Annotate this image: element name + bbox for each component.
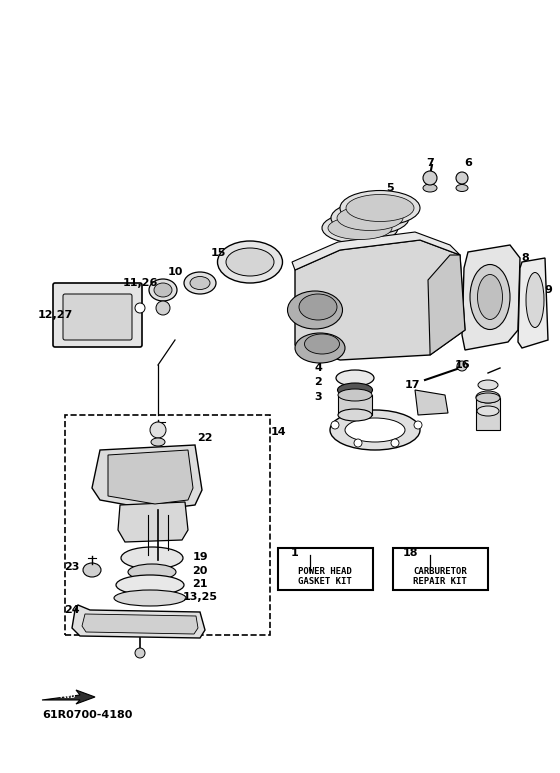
Ellipse shape	[330, 410, 420, 450]
Ellipse shape	[338, 409, 372, 421]
Circle shape	[331, 421, 339, 429]
Ellipse shape	[116, 575, 184, 595]
Polygon shape	[72, 605, 205, 638]
Ellipse shape	[423, 184, 437, 192]
Ellipse shape	[340, 190, 420, 226]
Polygon shape	[415, 390, 448, 415]
Circle shape	[423, 171, 437, 185]
Circle shape	[150, 422, 166, 438]
Text: 24: 24	[64, 605, 80, 615]
Text: 15: 15	[211, 248, 226, 258]
Text: 6: 6	[464, 158, 472, 168]
Ellipse shape	[149, 279, 177, 301]
Text: 3: 3	[314, 392, 322, 402]
Polygon shape	[462, 245, 520, 350]
Ellipse shape	[331, 202, 409, 234]
Polygon shape	[295, 240, 465, 360]
Polygon shape	[518, 258, 548, 348]
Ellipse shape	[295, 333, 345, 363]
Polygon shape	[42, 690, 95, 704]
Text: 2: 2	[314, 377, 322, 387]
Ellipse shape	[114, 590, 186, 606]
Ellipse shape	[217, 241, 282, 283]
Ellipse shape	[305, 334, 339, 354]
Bar	[278, 548, 373, 590]
Ellipse shape	[456, 185, 468, 192]
Text: 23: 23	[64, 562, 80, 572]
Text: 11,26: 11,26	[122, 278, 158, 288]
Ellipse shape	[477, 406, 499, 416]
Ellipse shape	[478, 274, 502, 319]
Text: 21: 21	[192, 579, 208, 589]
Text: 19: 19	[192, 552, 208, 562]
Ellipse shape	[476, 391, 500, 403]
Ellipse shape	[478, 380, 498, 390]
Ellipse shape	[128, 564, 176, 580]
Circle shape	[457, 361, 467, 371]
Ellipse shape	[470, 264, 510, 329]
Polygon shape	[428, 255, 465, 355]
Text: 7: 7	[426, 158, 434, 168]
Circle shape	[354, 439, 362, 447]
Ellipse shape	[184, 272, 216, 294]
Ellipse shape	[287, 291, 343, 329]
Text: 4: 4	[314, 363, 322, 373]
Circle shape	[414, 421, 422, 429]
Ellipse shape	[190, 277, 210, 290]
Text: REPAIR KIT: REPAIR KIT	[413, 577, 467, 587]
Text: 13,25: 13,25	[183, 592, 217, 602]
Circle shape	[135, 303, 145, 313]
Text: POWER HEAD: POWER HEAD	[298, 567, 352, 576]
Bar	[393, 548, 488, 590]
Ellipse shape	[337, 206, 403, 230]
Polygon shape	[118, 502, 188, 542]
Ellipse shape	[338, 383, 372, 397]
Text: 22: 22	[197, 433, 213, 443]
Text: 12,27: 12,27	[38, 310, 73, 320]
Circle shape	[391, 439, 399, 447]
Text: 1: 1	[291, 548, 299, 558]
Ellipse shape	[526, 273, 544, 328]
Circle shape	[456, 172, 468, 184]
Text: 20: 20	[192, 566, 208, 576]
Ellipse shape	[154, 283, 172, 297]
Ellipse shape	[336, 370, 374, 386]
Circle shape	[156, 301, 170, 315]
Ellipse shape	[322, 213, 398, 243]
Ellipse shape	[226, 248, 274, 276]
Text: 16: 16	[454, 360, 470, 370]
Ellipse shape	[328, 216, 392, 240]
Ellipse shape	[299, 294, 337, 320]
Ellipse shape	[83, 563, 101, 577]
Bar	[65, 415, 270, 635]
Text: 17: 17	[404, 380, 420, 390]
Text: 61R0700-4180: 61R0700-4180	[42, 710, 132, 720]
Ellipse shape	[338, 389, 372, 401]
Polygon shape	[92, 445, 202, 510]
FancyBboxPatch shape	[63, 294, 132, 340]
Text: GASKET KIT: GASKET KIT	[298, 577, 352, 587]
Text: 5: 5	[386, 183, 394, 193]
Ellipse shape	[121, 547, 183, 569]
Ellipse shape	[151, 438, 165, 446]
Polygon shape	[82, 614, 198, 634]
Circle shape	[135, 648, 145, 658]
Text: 14: 14	[270, 427, 286, 437]
Polygon shape	[108, 450, 193, 504]
Polygon shape	[292, 232, 460, 270]
Bar	[476, 398, 500, 430]
Ellipse shape	[476, 393, 500, 403]
Text: 8: 8	[521, 253, 529, 263]
FancyBboxPatch shape	[53, 283, 142, 347]
Text: FWD: FWD	[60, 694, 76, 700]
Text: CARBURETOR: CARBURETOR	[413, 567, 467, 576]
Ellipse shape	[345, 418, 405, 442]
Bar	[338, 395, 372, 415]
Text: 18: 18	[402, 548, 418, 558]
Text: 9: 9	[544, 285, 552, 295]
Text: 10: 10	[167, 267, 183, 277]
Ellipse shape	[346, 195, 414, 222]
